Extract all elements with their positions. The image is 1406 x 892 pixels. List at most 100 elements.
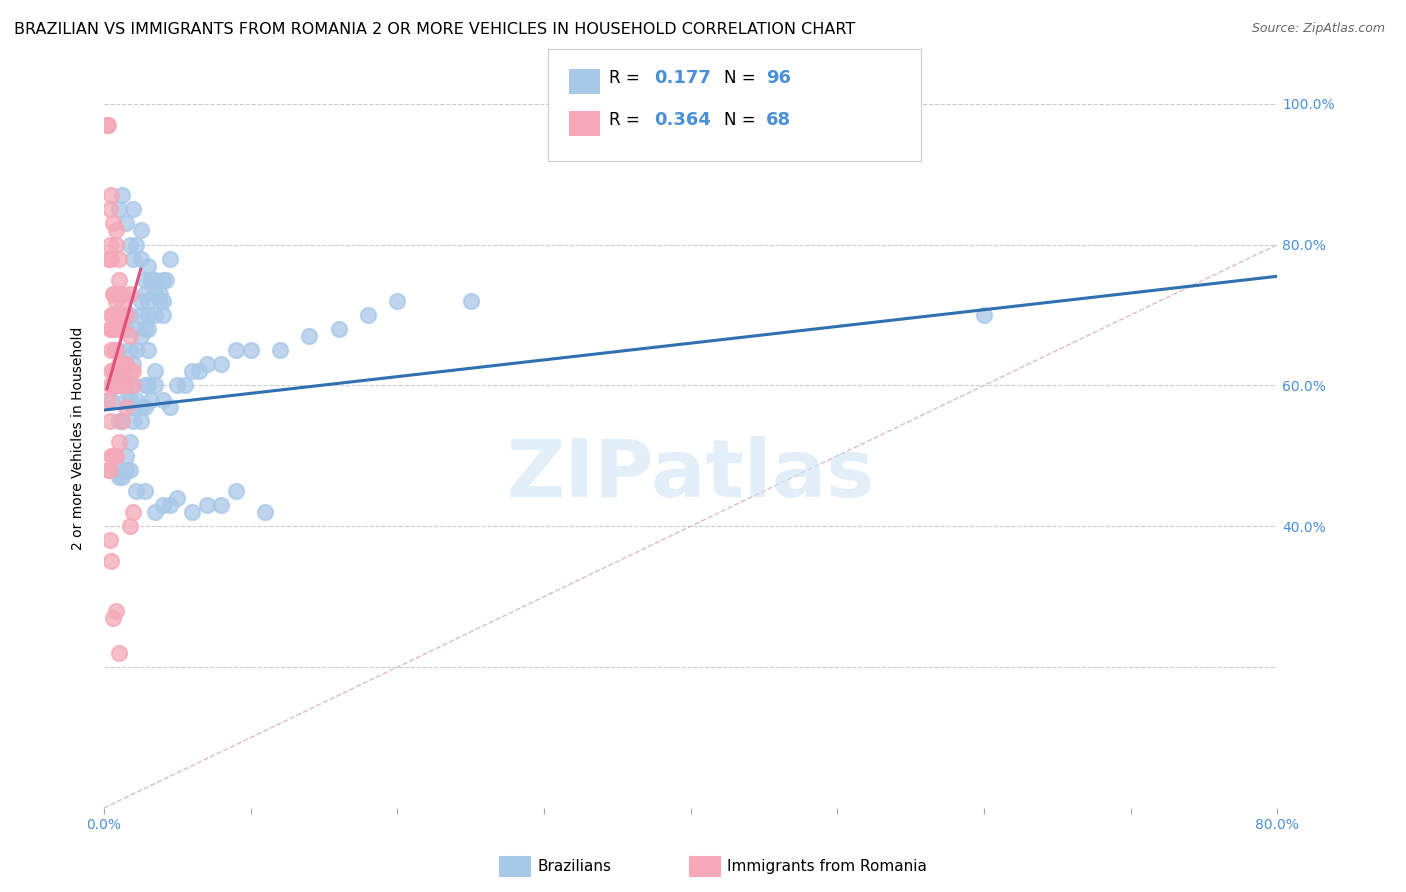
Y-axis label: 2 or more Vehicles in Household: 2 or more Vehicles in Household [72, 326, 86, 550]
Point [122, 378, 145, 392]
Point [125, 237, 148, 252]
Point [129, 252, 152, 266]
Point [101, 378, 124, 392]
Point [122, 414, 145, 428]
Point [107, 286, 129, 301]
Point [149, 286, 172, 301]
Point [115, 217, 138, 231]
Text: ZIPatlas: ZIPatlas [506, 436, 875, 514]
Point [115, 392, 138, 407]
Point [110, 414, 132, 428]
Point [125, 343, 148, 358]
Point [120, 392, 142, 407]
Point [101, 449, 124, 463]
Point [139, 273, 162, 287]
Point [122, 364, 145, 378]
Point [103, 378, 125, 392]
Point [195, 498, 218, 512]
Point [107, 414, 129, 428]
Point [122, 252, 145, 266]
Point [152, 308, 174, 322]
Point [136, 343, 159, 358]
Point [129, 329, 152, 343]
Point [122, 202, 145, 217]
Point [225, 343, 247, 358]
Point [97, 463, 120, 477]
Point [110, 293, 132, 308]
Point [100, 188, 122, 202]
Point [100, 343, 122, 358]
Point [97, 252, 120, 266]
Point [120, 308, 142, 322]
Point [122, 322, 145, 336]
Point [104, 449, 127, 463]
Point [159, 498, 181, 512]
Point [134, 273, 156, 287]
Point [107, 364, 129, 378]
Point [100, 449, 122, 463]
Point [143, 364, 166, 378]
Point [120, 343, 142, 358]
Point [115, 449, 138, 463]
Point [107, 434, 129, 449]
Point [357, 308, 380, 322]
Point [107, 646, 129, 660]
Point [129, 293, 152, 308]
Point [103, 322, 125, 336]
Point [115, 463, 138, 477]
Point [122, 357, 145, 371]
Point [152, 392, 174, 407]
Point [103, 286, 125, 301]
Point [122, 505, 145, 519]
Point [115, 400, 138, 414]
Point [143, 273, 166, 287]
Point [115, 378, 138, 392]
Text: 0.364: 0.364 [654, 112, 710, 129]
Point [100, 364, 122, 378]
Point [115, 308, 138, 322]
Point [115, 357, 138, 371]
Point [120, 434, 142, 449]
Point [188, 364, 211, 378]
Text: Source: ZipAtlas.com: Source: ZipAtlas.com [1251, 22, 1385, 36]
Point [100, 308, 122, 322]
Point [134, 286, 156, 301]
Point [120, 519, 142, 533]
Point [100, 554, 122, 568]
Point [110, 357, 132, 371]
Point [107, 308, 129, 322]
Point [98, 463, 121, 477]
Point [254, 505, 277, 519]
Point [98, 202, 121, 217]
Point [100, 322, 122, 336]
Point [104, 378, 127, 392]
Point [152, 273, 174, 287]
Point [97, 392, 120, 407]
Point [107, 202, 129, 217]
Point [101, 308, 124, 322]
Point [101, 364, 124, 378]
Point [152, 293, 174, 308]
Point [104, 463, 127, 477]
Point [181, 364, 204, 378]
Point [209, 357, 232, 371]
Point [149, 293, 172, 308]
Point [159, 252, 181, 266]
Text: 96: 96 [766, 69, 792, 87]
Point [129, 400, 152, 414]
Point [120, 237, 142, 252]
Point [98, 322, 121, 336]
Point [134, 484, 156, 499]
Point [143, 378, 166, 392]
Point [98, 533, 121, 548]
Point [120, 364, 142, 378]
Point [107, 470, 129, 484]
Point [122, 378, 145, 392]
Point [134, 400, 156, 414]
Point [122, 400, 145, 414]
Point [209, 498, 232, 512]
Point [104, 293, 127, 308]
Point [973, 308, 995, 322]
Point [98, 414, 121, 428]
Point [143, 308, 166, 322]
